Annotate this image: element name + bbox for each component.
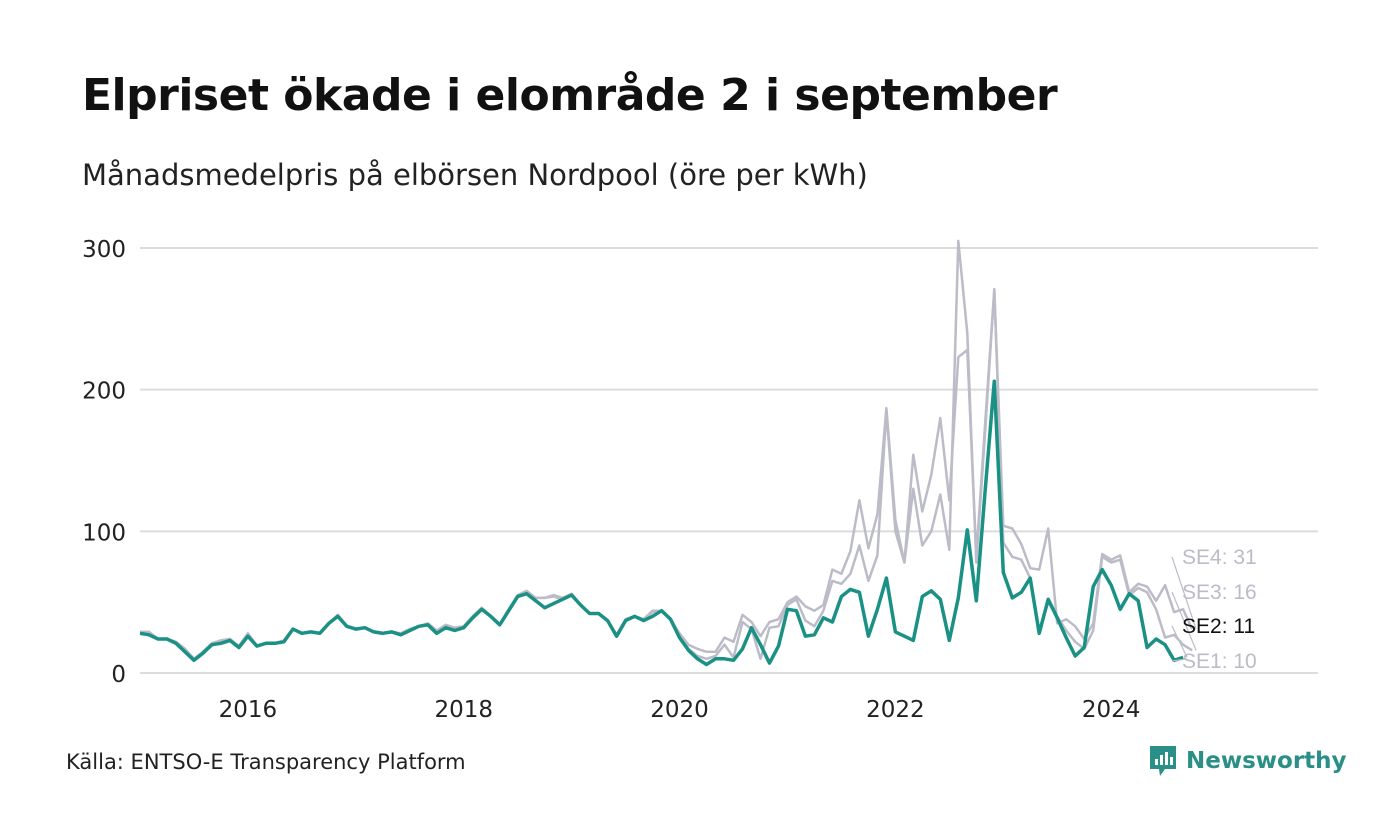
label-connector (1171, 591, 1197, 651)
chart-subtitle: Månadsmedelpris på elbörsen Nordpool (ör… (82, 158, 868, 192)
grid-lines (140, 247, 1318, 674)
y-tick-label: 100 (82, 520, 126, 546)
x-tick-label: 2024 (1082, 697, 1141, 723)
brand-logo: Newsworthy (1148, 744, 1347, 778)
x-axis-ticks: 2016 2018 2020 2022 2024 (219, 697, 1141, 723)
newsworthy-chart-logo-icon (1150, 746, 1176, 776)
highlight-series (139, 379, 1184, 667)
y-tick-label: 300 (82, 237, 126, 263)
series-line-se2 (139, 379, 1184, 667)
series-end-label-se2: SE2: 11 (1182, 615, 1255, 638)
label-connector (1171, 625, 1188, 658)
y-tick-label: 200 (82, 379, 126, 405)
source-note: Källa: ENTSO-E Transparency Platform (66, 750, 466, 774)
label-connector (1171, 658, 1188, 662)
series-line-se1 (139, 379, 1184, 666)
x-tick-label: 2022 (866, 697, 925, 723)
x-tick-label: 2016 (219, 697, 278, 723)
y-tick-label: 0 (111, 662, 126, 688)
y-axis-ticks: 0 100 200 300 (82, 237, 126, 688)
end-labels: SE4: 31 SE3: 16 SE2: 11 SE1: 10 (1171, 546, 1257, 673)
chart-title: Elpriset ökade i elområde 2 i september (82, 70, 1058, 121)
series-end-label-se3: SE3: 16 (1182, 581, 1257, 604)
series-end-label-se1: SE1: 10 (1182, 650, 1257, 673)
label-connector (1171, 556, 1197, 630)
x-tick-label: 2018 (434, 697, 493, 723)
brand-name: Newsworthy (1186, 748, 1347, 774)
series-end-label-se4: SE4: 31 (1182, 546, 1257, 569)
x-tick-label: 2020 (650, 697, 709, 723)
